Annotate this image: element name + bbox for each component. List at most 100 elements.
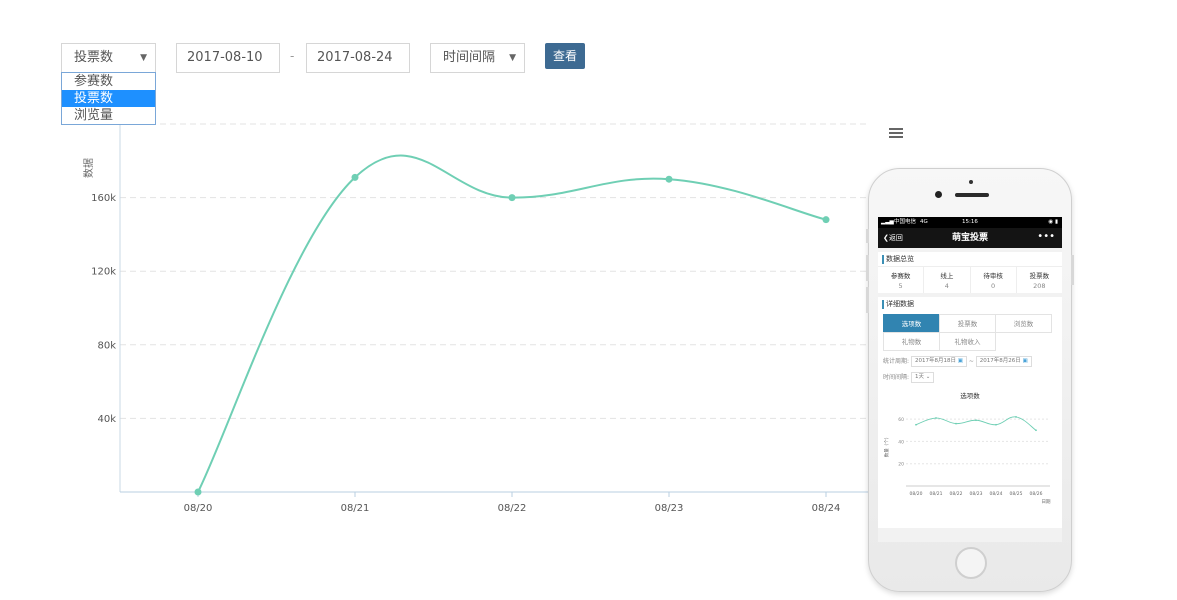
battery-icon: ◉ ▮ bbox=[1048, 219, 1058, 225]
period-end-input[interactable]: 2017年8月26日 ▣ bbox=[975, 356, 1032, 367]
phone-power-button bbox=[1071, 255, 1074, 285]
data-point[interactable] bbox=[508, 194, 516, 202]
stat-value: 4 bbox=[944, 282, 949, 290]
back-button[interactable]: ❮返回 bbox=[883, 228, 903, 248]
date-separator: - bbox=[290, 49, 295, 63]
network-label: 4G bbox=[920, 219, 928, 225]
stat-votes: 投票数 208 bbox=[1017, 267, 1062, 293]
interval-select[interactable]: 时间间隔 ▼ bbox=[430, 43, 525, 73]
stat-label: 线上 bbox=[940, 272, 954, 280]
interval-select-value: 时间间隔 bbox=[443, 50, 496, 65]
x-tick-label: 08/24 bbox=[812, 503, 841, 514]
x-tick-label: 08/20 bbox=[184, 503, 213, 514]
mini-data-point bbox=[1015, 416, 1017, 418]
mini-data-point bbox=[995, 423, 997, 426]
metric-select[interactable]: 投票数 ▼ bbox=[61, 43, 156, 73]
phone-screen: ▂▃▅ 中国电信 4G 15:16 ◉ ▮ ❮返回 萌宝投票 ••• 数据总览 … bbox=[878, 217, 1062, 542]
stat-value: 0 bbox=[991, 282, 996, 290]
end-date-input[interactable]: 2017-08-24 bbox=[306, 43, 410, 73]
overview-title: 数据总览 bbox=[878, 252, 1062, 266]
phone-volume-down bbox=[866, 287, 869, 313]
x-tick-label: 08/22 bbox=[498, 503, 527, 514]
stat-value: 5 bbox=[898, 282, 903, 290]
end-date-value: 2017-08-24 bbox=[317, 50, 393, 65]
hamburger-menu-icon[interactable] bbox=[889, 128, 903, 140]
y-tick-label: 80k bbox=[97, 340, 116, 351]
y-axis-title: 数据 bbox=[82, 158, 95, 178]
chevron-down-icon: ▼ bbox=[509, 53, 516, 63]
y-tick-label: 40k bbox=[97, 414, 116, 425]
status-bar: ▂▃▅ 中国电信 4G 15:16 ◉ ▮ bbox=[878, 217, 1062, 228]
home-button[interactable] bbox=[955, 547, 987, 579]
period-row: 统计周期: 2017年8月18日 ▣ ~ 2017年8月26日 ▣ bbox=[878, 354, 1062, 370]
mini-x-tick-label: 08/20 bbox=[910, 491, 923, 497]
interval-row: 时间间隔: 1天 ⌄ bbox=[878, 370, 1062, 386]
data-point[interactable] bbox=[351, 173, 359, 181]
mini-x-tick-label: 08/22 bbox=[950, 491, 963, 497]
interval-input[interactable]: 1天 ⌄ bbox=[910, 372, 935, 383]
metric-option-entries[interactable]: 参赛数 bbox=[74, 74, 114, 89]
metric-option-votes[interactable]: 投票数 bbox=[62, 90, 155, 107]
chevron-left-icon: ❮ bbox=[883, 234, 889, 242]
phone-sensor bbox=[969, 180, 973, 184]
overview-stats: 参赛数 5 线上 4 待审核 0 投票数 208 bbox=[878, 266, 1062, 293]
mini-data-point bbox=[935, 417, 937, 419]
back-label: 返回 bbox=[888, 234, 903, 242]
mini-data-point bbox=[955, 422, 957, 425]
period-end-value: 2017年8月26日 bbox=[979, 358, 1021, 364]
mini-x-tick-label: 08/26 bbox=[1030, 491, 1043, 497]
period-separator: ~ bbox=[968, 358, 974, 365]
mini-x-tick-label: 08/25 bbox=[1010, 491, 1023, 497]
data-point[interactable] bbox=[194, 488, 202, 496]
mini-data-point bbox=[975, 419, 977, 422]
mini-y-tick-label: 40 bbox=[898, 439, 904, 445]
phone-camera-icon bbox=[935, 191, 942, 198]
chevron-down-icon: ▼ bbox=[140, 53, 147, 63]
stat-online: 线上 4 bbox=[924, 267, 971, 293]
y-tick-label: 120k bbox=[91, 267, 116, 278]
period-start-value: 2017年8月18日 bbox=[914, 358, 956, 364]
overview-section: 数据总览 参赛数 5 线上 4 待审核 0 投票数 208 bbox=[878, 252, 1062, 293]
detail-title: 详细数据 bbox=[878, 297, 1062, 311]
phone-volume-up bbox=[866, 255, 869, 281]
start-date-value: 2017-08-10 bbox=[187, 50, 263, 65]
interval-label: 时间间隔: bbox=[883, 374, 910, 381]
stat-value: 208 bbox=[1033, 282, 1046, 290]
period-start-input[interactable]: 2017年8月18日 ▣ bbox=[910, 356, 967, 367]
interval-value: 1天 bbox=[914, 374, 924, 380]
data-point[interactable] bbox=[822, 216, 830, 224]
tab-votes[interactable]: 投票数 bbox=[939, 314, 996, 333]
y-tick-label: 160k bbox=[91, 193, 116, 204]
period-label: 统计周期: bbox=[883, 358, 910, 365]
tab-gifts[interactable]: 礼物数 bbox=[883, 332, 940, 351]
clock-label: 15:16 bbox=[962, 219, 978, 225]
calendar-icon: ▣ bbox=[1022, 358, 1028, 364]
mini-x-tick-label: 08/24 bbox=[990, 491, 1003, 497]
detail-section: 详细数据 选项数 投票数 浏览数 礼物数 礼物收入 统计周期: 2017年8月1… bbox=[878, 297, 1062, 528]
metric-dropdown: 参赛数 投票数 浏览量 bbox=[61, 72, 156, 125]
stat-label: 待审核 bbox=[983, 272, 1003, 280]
data-point[interactable] bbox=[665, 175, 673, 183]
phone-mute-switch bbox=[866, 229, 869, 243]
mini-x-tick-label: 08/21 bbox=[930, 491, 943, 497]
tab-views[interactable]: 浏览数 bbox=[995, 314, 1052, 333]
x-tick-label: 08/21 bbox=[341, 503, 370, 514]
mini-x-tick-label: 08/23 bbox=[970, 491, 983, 497]
tab-gift-income[interactable]: 礼物收入 bbox=[939, 332, 996, 351]
phone-page-title: 萌宝投票 bbox=[951, 233, 988, 243]
carrier-label: 中国电信 bbox=[894, 219, 917, 225]
stat-entries: 参赛数 5 bbox=[878, 267, 925, 293]
stat-pending: 待审核 0 bbox=[971, 267, 1017, 293]
chevron-down-icon: ⌄ bbox=[925, 374, 931, 380]
mini-chart-title: 选项数 bbox=[960, 392, 980, 400]
tab-options[interactable]: 选项数 bbox=[883, 314, 940, 333]
view-button[interactable]: 查看 bbox=[545, 43, 585, 69]
stat-label: 投票数 bbox=[1029, 272, 1050, 280]
detail-tabs: 选项数 投票数 浏览数 礼物数 礼物收入 bbox=[883, 314, 1057, 351]
metric-option-views[interactable]: 浏览量 bbox=[74, 108, 114, 123]
more-icon[interactable]: ••• bbox=[1037, 231, 1055, 242]
start-date-input[interactable]: 2017-08-10 bbox=[176, 43, 280, 73]
mini-y-axis-title: 数量（个） bbox=[883, 435, 890, 458]
mini-y-tick-label: 60 bbox=[898, 417, 904, 423]
